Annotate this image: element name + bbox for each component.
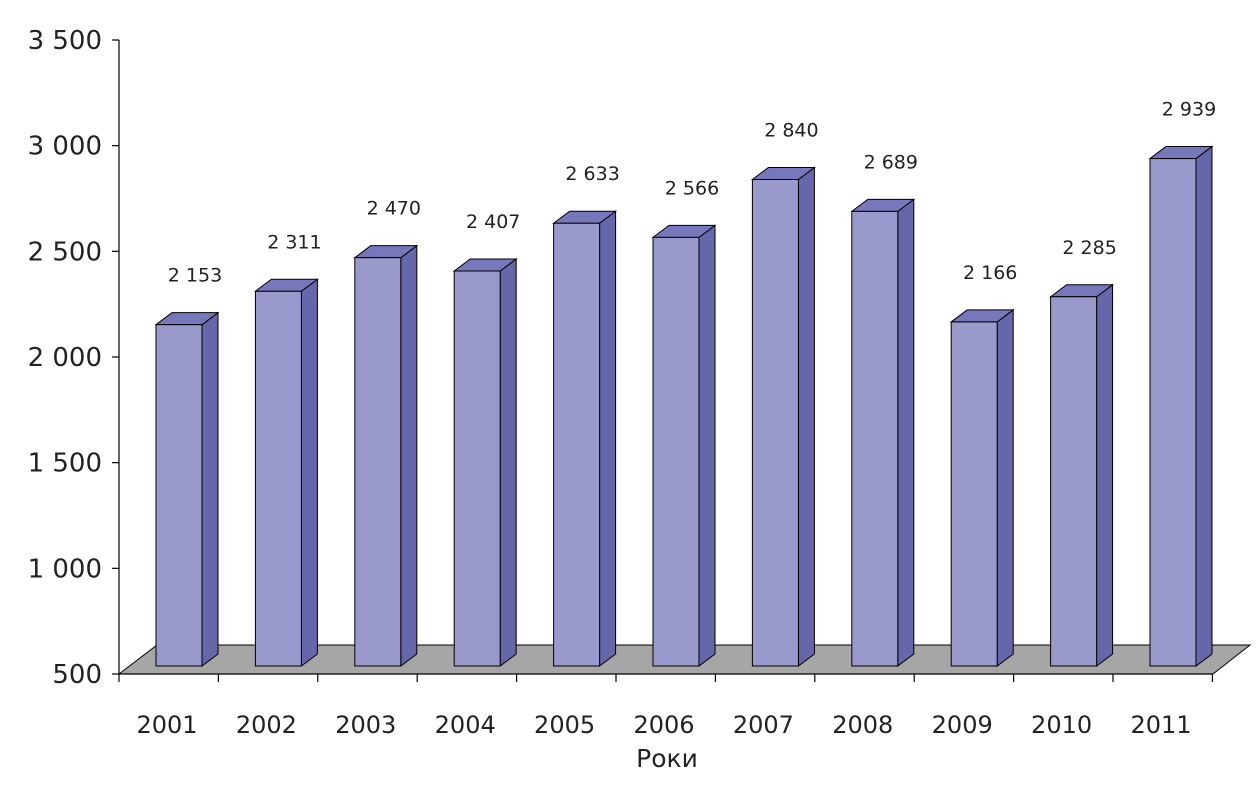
data-label: 2 566 — [665, 177, 719, 199]
data-label: 2 311 — [267, 231, 321, 253]
bar-side-face — [797, 166, 815, 667]
bar-front-face — [453, 270, 501, 667]
bar-front-face — [751, 178, 799, 667]
y-tick-label: 2 000 — [28, 343, 102, 373]
bar-side-face — [599, 210, 617, 667]
x-tick-label: 2008 — [832, 711, 893, 739]
data-label: 2 407 — [466, 211, 520, 233]
data-label: 2 153 — [168, 265, 222, 287]
bar-2011 — [1148, 145, 1214, 667]
y-tick-label: 2 500 — [28, 237, 102, 267]
bar-side-face — [499, 257, 517, 667]
data-label: 2 633 — [565, 163, 619, 185]
x-axis-title: Роки — [636, 744, 698, 773]
bar-front-face — [155, 324, 203, 667]
y-tick-label: 3 500 — [28, 26, 102, 56]
data-label: 2 285 — [1062, 237, 1116, 259]
bar-2010 — [1049, 283, 1115, 667]
bar-side-face — [1096, 283, 1114, 667]
bar-side-face — [201, 311, 219, 667]
data-label: 2 470 — [367, 198, 421, 220]
bar-2007 — [750, 166, 816, 667]
y-tick-label: 1 500 — [28, 449, 102, 479]
bar-2005 — [552, 210, 618, 667]
bar-front-face — [1149, 158, 1197, 667]
data-label: 2 166 — [963, 262, 1017, 284]
chart-bars-layer — [154, 145, 1214, 667]
x-tick-label: 2004 — [435, 711, 496, 739]
x-tick-label: 2011 — [1130, 711, 1191, 739]
x-tick-label: 2002 — [236, 711, 297, 739]
y-tick-label: 500 — [52, 660, 102, 690]
bar-front-face — [254, 290, 302, 667]
bar-side-face — [897, 198, 915, 667]
bar-2004 — [452, 257, 518, 667]
bar-side-face — [400, 244, 418, 667]
bar-side-face — [1195, 145, 1213, 667]
x-tick-label: 2005 — [534, 711, 595, 739]
chart-labels-layer: 2 153 2001 2 311 2002 2 470 2003 2 407 2004 2 63… — [136, 99, 1216, 739]
bar-side-face — [300, 278, 318, 667]
bar-2002 — [253, 278, 319, 667]
bar-front-face — [354, 257, 402, 667]
y-tick-label: 3 000 — [28, 132, 102, 162]
data-label: 2 840 — [764, 119, 818, 141]
data-label: 2 689 — [864, 151, 918, 173]
bar-front-face — [553, 222, 601, 667]
data-label: 2 939 — [1162, 99, 1216, 121]
y-tick-label: 1 000 — [28, 554, 102, 584]
bar-2006 — [651, 224, 717, 667]
bar-front-face — [851, 210, 899, 667]
x-tick-label: 2009 — [932, 711, 993, 739]
chart-axes-layer: 500 1 000 1 500 2 000 2 500 3 000 3 500 — [28, 26, 1214, 690]
bar-2009 — [949, 308, 1015, 667]
bar-2001 — [154, 311, 220, 667]
x-tick-label: 2001 — [136, 711, 197, 739]
bar-2003 — [353, 244, 419, 667]
x-tick-label: 2010 — [1031, 711, 1092, 739]
bar-front-face — [950, 321, 998, 667]
bar-2008 — [850, 198, 916, 667]
x-tick-label: 2007 — [733, 711, 794, 739]
bar-front-face — [652, 236, 700, 667]
x-tick-label: 2003 — [335, 711, 396, 739]
bar-side-face — [996, 308, 1014, 667]
bar-side-face — [698, 224, 716, 667]
x-tick-label: 2006 — [633, 711, 694, 739]
bar-front-face — [1050, 296, 1098, 667]
